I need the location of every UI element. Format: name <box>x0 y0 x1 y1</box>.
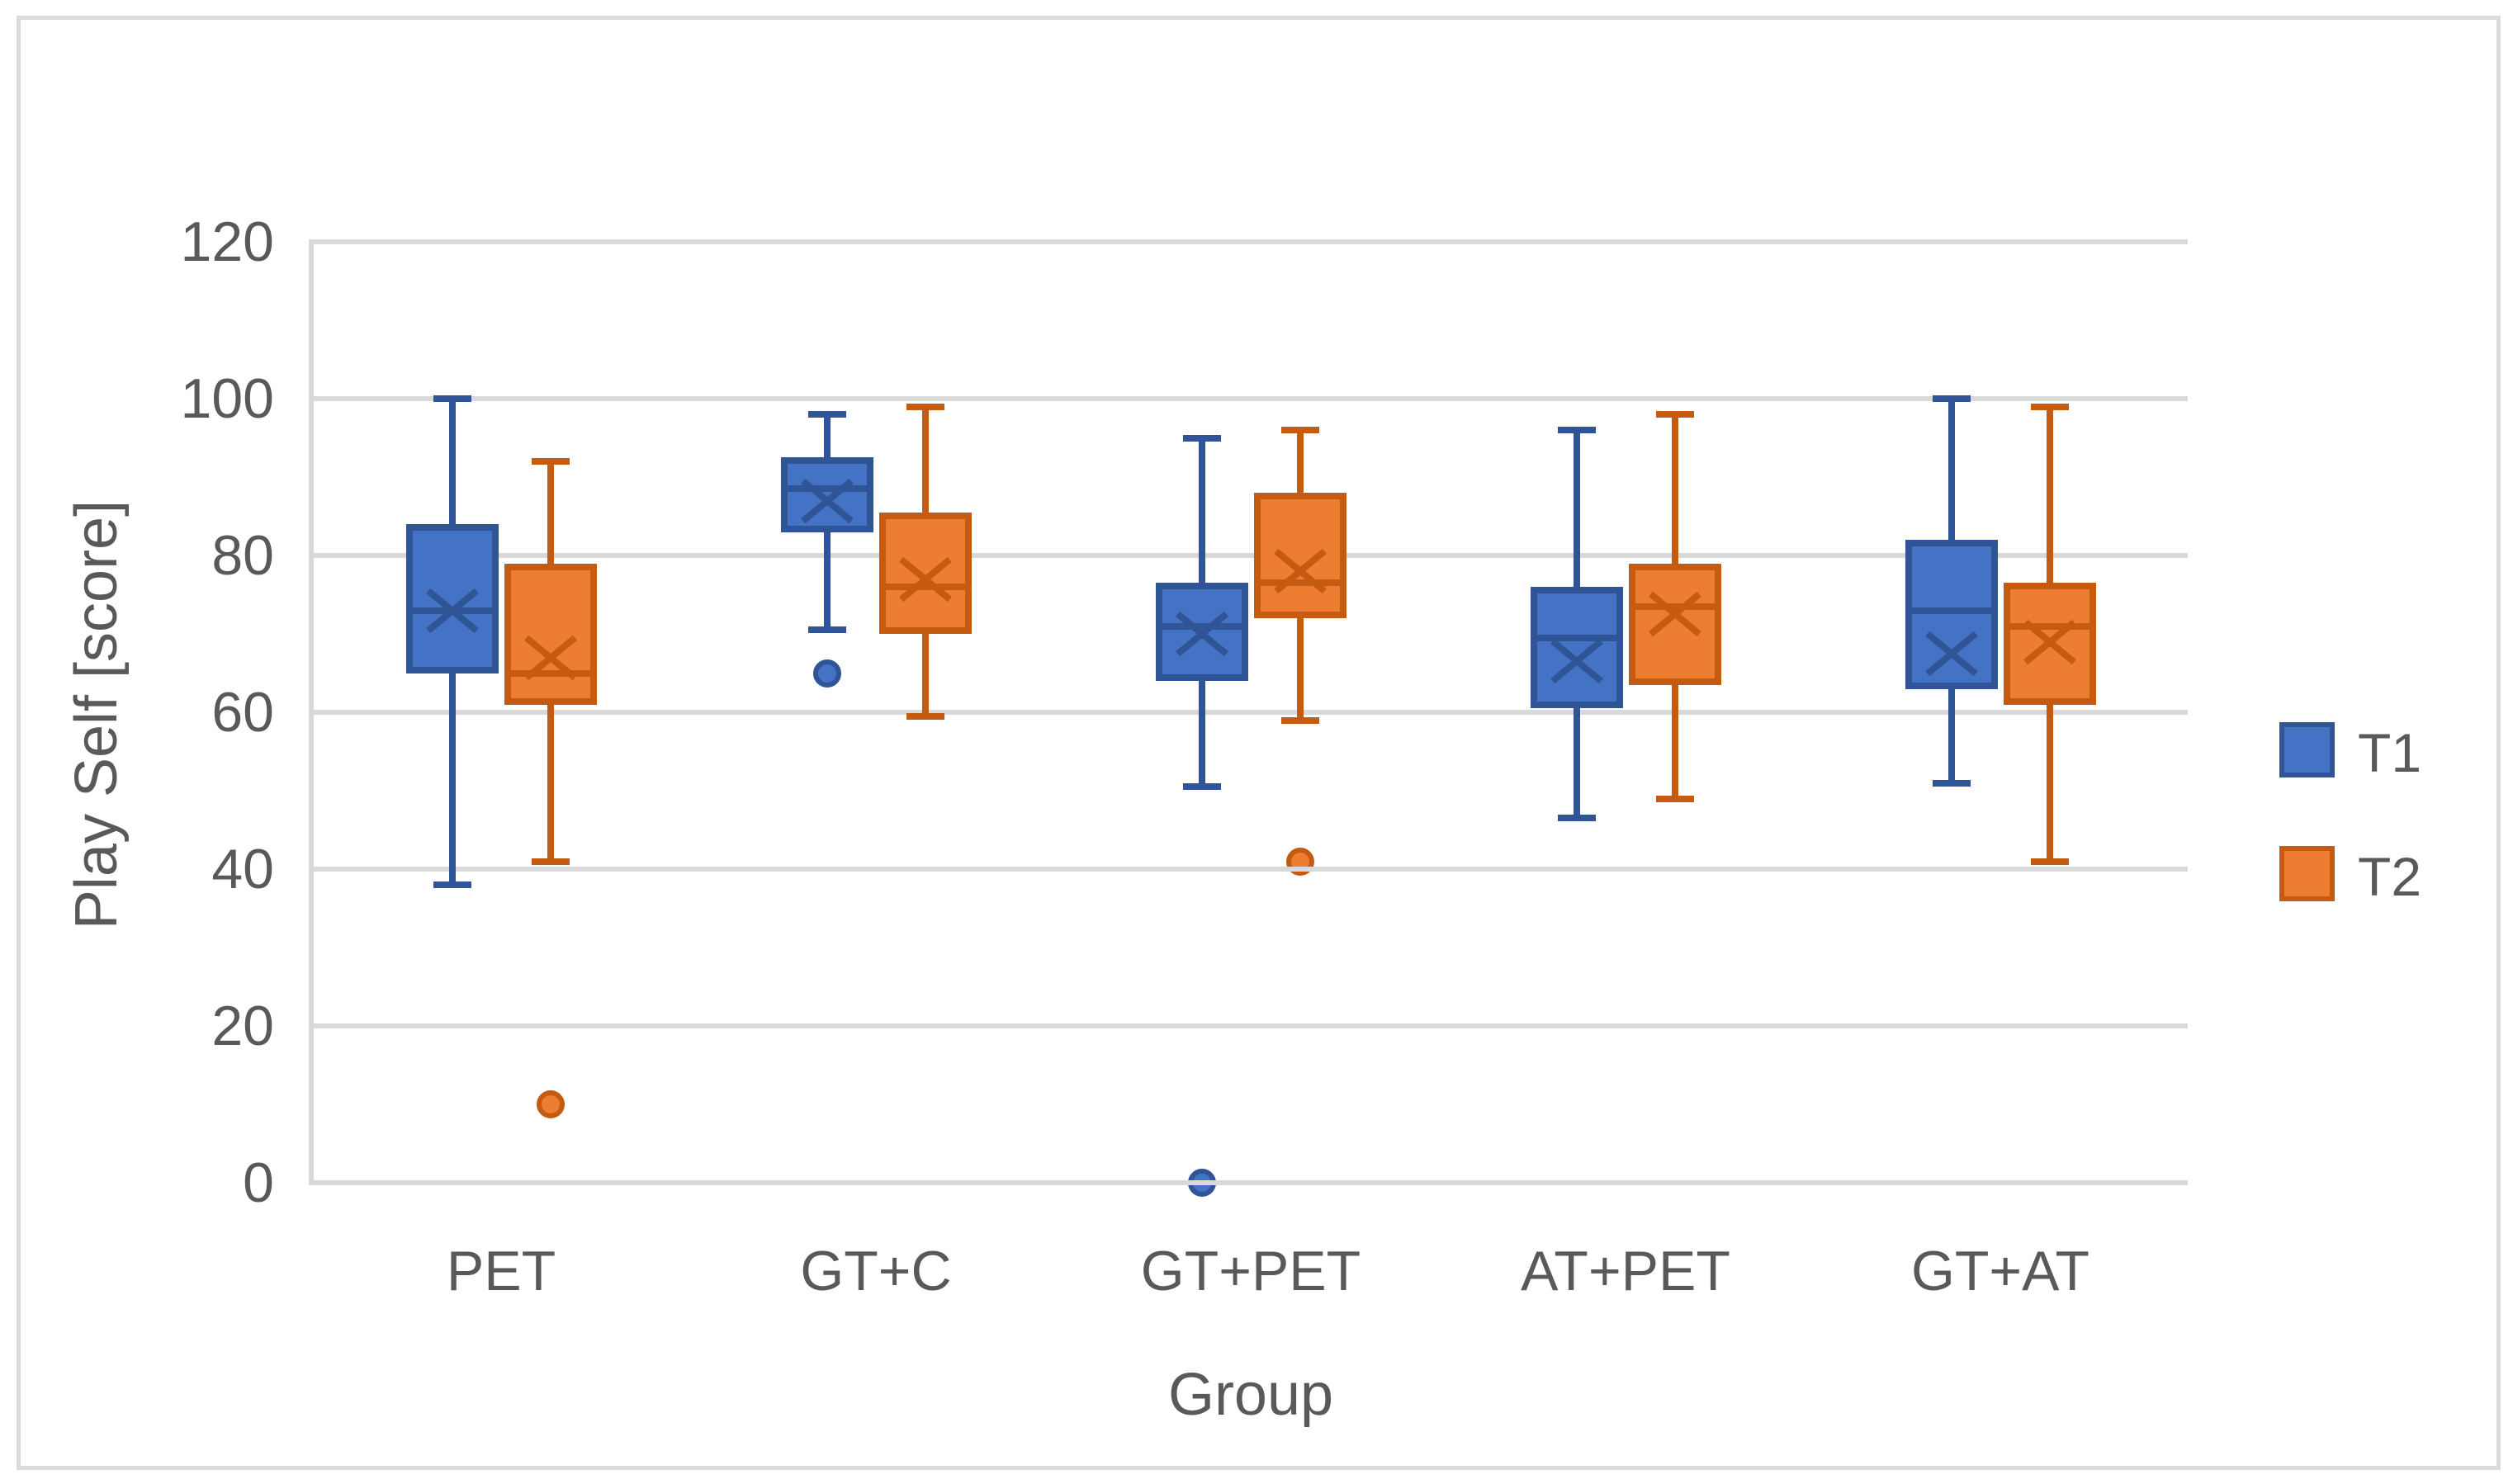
whisker-lower-t2-pet <box>547 704 554 862</box>
outlier-dot-t1-gt-c <box>812 659 841 688</box>
gridline-120 <box>314 239 2188 244</box>
median-line-t2-gt-pet <box>1253 579 1346 587</box>
x-category-label-pet: PET <box>446 1240 556 1302</box>
whisker-lower-t1-gt-pet <box>1198 681 1205 787</box>
mean-marker-t1-gt-at <box>1924 631 1978 677</box>
whisker-lower-t2-gt-at <box>2046 704 2053 862</box>
whisker-lower-t1-gt-c <box>823 532 831 631</box>
median-line-t2-gt-c <box>878 584 972 590</box>
x-category-label-gt-at: GT+AT <box>1911 1240 2089 1302</box>
x-category-label-at-pet: AT+PET <box>1521 1240 1730 1302</box>
mean-marker-t2-at-pet <box>1648 591 1701 637</box>
whisker-lower-t1-pet <box>448 673 456 885</box>
outlier-dot-t2-pet <box>536 1090 565 1118</box>
whisker-cap-min-t1-gt-at <box>1932 779 1971 787</box>
whisker-lower-t2-gt-pet <box>1296 618 1304 721</box>
whisker-cap-max-t2-gt-c <box>906 403 944 410</box>
mean-marker-t1-pet <box>425 588 479 633</box>
whisker-cap-min-t1-pet <box>433 881 471 888</box>
median-line-t2-gt-at <box>2003 622 2096 630</box>
whisker-upper-t2-at-pet <box>1671 414 1678 564</box>
whisker-cap-max-t1-gt-pet <box>1182 434 1221 442</box>
gridline-80 <box>314 553 2188 558</box>
whisker-cap-min-t1-gt-c <box>807 626 846 634</box>
mean-marker-t2-gt-at <box>2023 619 2076 664</box>
mean-marker-t1-at-pet <box>1550 638 1603 684</box>
mean-marker-t2-pet <box>523 635 577 680</box>
y-axis-line <box>309 239 314 1185</box>
whisker-upper-t1-gt-c <box>823 414 831 458</box>
y-tick-label-120: 120 <box>180 210 274 273</box>
whisker-lower-t2-gt-c <box>921 634 929 716</box>
whisker-cap-max-t1-gt-c <box>807 411 846 418</box>
whisker-cap-max-t1-at-pet <box>1557 427 1596 433</box>
legend-swatch-t2 <box>2279 846 2335 901</box>
y-tick-label-20: 20 <box>211 995 274 1057</box>
legend-label-t2: T2 <box>2358 846 2422 907</box>
whisker-cap-max-t1-pet <box>433 395 471 402</box>
whisker-upper-t2-gt-at <box>2046 406 2053 584</box>
whisker-cap-max-t2-pet <box>531 458 570 465</box>
median-line-t1-at-pet <box>1530 634 1623 641</box>
box-t1-gt-pet <box>1155 583 1248 681</box>
box-t2-at-pet <box>1628 563 1721 685</box>
whisker-cap-min-t1-at-pet <box>1557 815 1596 822</box>
box-t2-gt-pet <box>1253 493 1346 618</box>
x-category-label-gt-pet: GT+PET <box>1140 1240 1361 1302</box>
median-line-t2-pet <box>504 669 597 677</box>
box-t1-pet <box>405 524 499 673</box>
whisker-lower-t1-at-pet <box>1573 708 1580 819</box>
median-line-t1-gt-pet <box>1155 622 1248 630</box>
whisker-upper-t2-gt-pet <box>1296 430 1304 493</box>
box-t2-gt-c <box>878 512 972 634</box>
gridline-40 <box>314 867 2188 872</box>
median-line-t2-at-pet <box>1628 603 1721 610</box>
whisker-cap-max-t2-at-pet <box>1655 411 1694 418</box>
whisker-cap-min-t1-gt-pet <box>1182 783 1221 791</box>
whisker-upper-t1-gt-pet <box>1198 437 1205 584</box>
whisker-cap-max-t2-gt-at <box>2030 403 2069 410</box>
mean-marker-t2-gt-pet <box>1273 548 1327 594</box>
whisker-upper-t1-gt-at <box>1947 399 1955 540</box>
y-tick-label-60: 60 <box>211 681 274 744</box>
y-tick-label-100: 100 <box>180 367 274 430</box>
y-tick-label-40: 40 <box>211 838 274 900</box>
plot-area <box>309 239 2188 1197</box>
gridline-20 <box>314 1023 2188 1028</box>
median-line-t1-gt-c <box>780 485 873 493</box>
whisker-cap-min-t2-at-pet <box>1655 795 1694 802</box>
y-axis-title: Play Self [score] <box>64 499 130 930</box>
whisker-upper-t2-gt-c <box>921 406 929 513</box>
x-category-label-gt-c: GT+C <box>800 1240 952 1302</box>
chart-border <box>17 16 2501 1470</box>
gridline-60 <box>314 710 2188 715</box>
y-tick-label-0: 0 <box>243 1151 274 1214</box>
median-line-t1-gt-at <box>1905 607 1998 614</box>
gridline-100 <box>314 396 2188 401</box>
whisker-cap-min-t2-gt-pet <box>1280 716 1319 724</box>
whisker-upper-t1-pet <box>448 399 456 524</box>
box-t1-at-pet <box>1530 587 1623 709</box>
x-axis-title: Group <box>1167 1362 1334 1428</box>
box-t2-pet <box>504 563 597 705</box>
legend-label-t1: T1 <box>2358 722 2422 783</box>
whisker-lower-t2-at-pet <box>1671 684 1678 799</box>
whisker-cap-min-t2-gt-at <box>2030 858 2069 865</box>
box-t1-gt-at <box>1905 540 1998 689</box>
whisker-lower-t1-gt-at <box>1947 688 1955 783</box>
gridline-0 <box>314 1180 2188 1185</box>
whisker-cap-min-t2-gt-c <box>906 712 944 720</box>
mean-marker-t1-gt-pet <box>1175 611 1228 657</box>
whisker-upper-t2-pet <box>547 461 554 564</box>
legend-swatch-t1 <box>2279 722 2335 777</box>
box-t1-gt-c <box>780 457 873 532</box>
whisker-upper-t1-at-pet <box>1573 430 1580 587</box>
mean-marker-t2-gt-c <box>898 556 952 602</box>
whisker-cap-min-t2-pet <box>531 858 570 865</box>
y-tick-label-80: 80 <box>211 524 274 587</box>
whisker-cap-max-t2-gt-pet <box>1280 427 1319 433</box>
whisker-cap-max-t1-gt-at <box>1932 395 1971 402</box>
mean-marker-t1-gt-c <box>800 478 854 523</box>
